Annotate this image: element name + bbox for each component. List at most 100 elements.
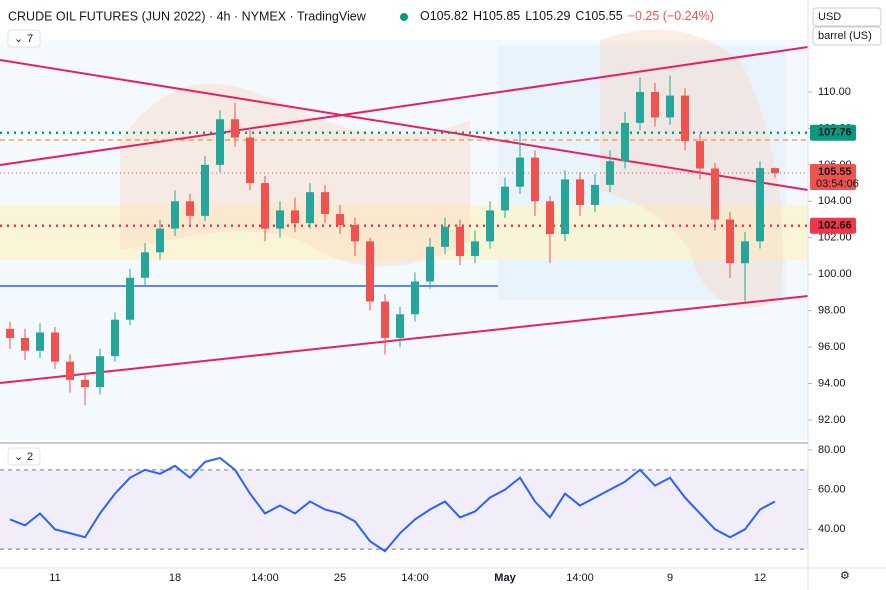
candle-body — [291, 210, 299, 224]
candle-body — [471, 241, 479, 256]
candle-body — [501, 186, 509, 211]
candle-body — [681, 95, 689, 142]
candle-body — [171, 201, 179, 229]
candle-body — [51, 332, 59, 362]
candle-body — [96, 356, 104, 388]
y-tick-label: 104.00 — [818, 195, 852, 207]
price-badge-label: 102.66 — [818, 220, 852, 232]
candle-body — [261, 183, 269, 229]
candle-body — [576, 179, 584, 205]
toggle-arrow: ⌄ — [14, 451, 23, 463]
price-badge — [810, 164, 856, 191]
indicator-count: 7 — [27, 33, 33, 45]
candle-body — [216, 119, 224, 165]
candle-body — [36, 332, 44, 351]
y-tick-label: 96.00 — [818, 341, 846, 353]
candle-body — [741, 241, 749, 264]
indicator-count: 2 — [27, 451, 33, 463]
indicators-toggle[interactable] — [7, 29, 41, 48]
rsi-band — [0, 469, 808, 550]
x-tick-label: 9 — [667, 572, 673, 584]
trendline — [0, 46, 809, 166]
candle-body — [456, 226, 464, 256]
candle-body — [141, 252, 149, 278]
trendline — [0, 59, 809, 191]
candle-body — [426, 246, 434, 282]
candle-body — [771, 168, 779, 174]
toggle-arrow: ⌄ — [14, 33, 23, 45]
candle-body — [696, 141, 704, 169]
market-status — [400, 13, 408, 21]
x-tick-label: 18 — [169, 572, 181, 584]
y-tick-label: 98.00 — [818, 305, 846, 317]
indicators-toggle[interactable] — [7, 447, 41, 466]
candle-body — [351, 224, 359, 242]
y-tick-label: 94.00 — [818, 377, 846, 389]
candle-body — [381, 301, 389, 338]
x-tick-label: 14:00 — [251, 572, 279, 584]
candle-body — [516, 157, 524, 187]
y-tick-label: 80.00 — [818, 444, 846, 456]
candle-body — [276, 210, 284, 229]
candle-body — [336, 214, 344, 225]
candle-body — [396, 314, 404, 338]
y-tick-label: 60.00 — [818, 484, 846, 496]
y-tick-label: 92.00 — [818, 414, 846, 426]
x-tick-label: 25 — [334, 572, 346, 584]
trendline — [0, 295, 809, 384]
unit: barrel (US) — [818, 30, 872, 42]
candle-body — [6, 328, 14, 338]
candle-body — [621, 122, 629, 162]
candle-body — [231, 119, 239, 138]
ohlc-value: H105.85 — [473, 9, 520, 23]
x-tick-label: 12 — [754, 572, 766, 584]
rsi-line — [9, 456, 776, 553]
candle-body — [756, 168, 764, 242]
unit-select[interactable] — [812, 26, 882, 46]
candle-body — [711, 168, 719, 220]
candle-body — [411, 281, 419, 315]
bollinger-cloud — [600, 29, 783, 308]
y-tick-label: 102.00 — [818, 232, 852, 244]
candle-body — [66, 361, 74, 380]
price-badge-label: 107.76 — [818, 127, 852, 139]
price-badge — [810, 124, 856, 141]
price-badge — [810, 217, 856, 234]
x-tick-label: 14:00 — [566, 572, 594, 584]
ohlc-value: −0.25 (−0.24%) — [628, 9, 714, 23]
candle-body — [486, 210, 494, 242]
candle-body — [186, 201, 194, 216]
candle-body — [81, 379, 89, 388]
candle-body — [666, 95, 674, 118]
y-tick-label: 100.00 — [818, 268, 852, 280]
candle-body — [591, 184, 599, 205]
bollinger-cloud — [120, 83, 470, 267]
candle-body — [636, 91, 644, 123]
x-tick-label: 11 — [49, 572, 60, 584]
candle-body — [531, 157, 539, 202]
settings-icon[interactable]: ⚙ — [840, 570, 850, 582]
candle-body — [111, 319, 119, 357]
currency-select[interactable] — [812, 7, 882, 27]
candle-body — [201, 164, 209, 216]
ohlc: O105.82 H105.85 L105.29 C105.55 −0.25 (−0.24… — [420, 9, 714, 23]
y-tick-label: 40.00 — [818, 523, 846, 535]
candle-body — [606, 161, 614, 185]
value-area — [0, 205, 808, 260]
candle-body — [21, 337, 29, 351]
ohlc-value: O105.82 — [420, 9, 468, 23]
x-tick-label: 14:00 — [401, 572, 429, 584]
candle-body — [246, 137, 254, 184]
candle-body — [726, 219, 734, 264]
candle-body — [306, 192, 314, 224]
currency: USD — [818, 11, 841, 23]
price-badge-label: 105.55 — [818, 166, 852, 178]
ohlc-value: C105.55 — [575, 9, 622, 23]
x-tick-label: May — [494, 572, 516, 584]
candle-body — [546, 201, 554, 235]
countdown: 03:54:06 — [816, 178, 859, 190]
candle-body — [366, 241, 374, 302]
candle-body — [441, 226, 449, 247]
candle-body — [561, 179, 569, 235]
